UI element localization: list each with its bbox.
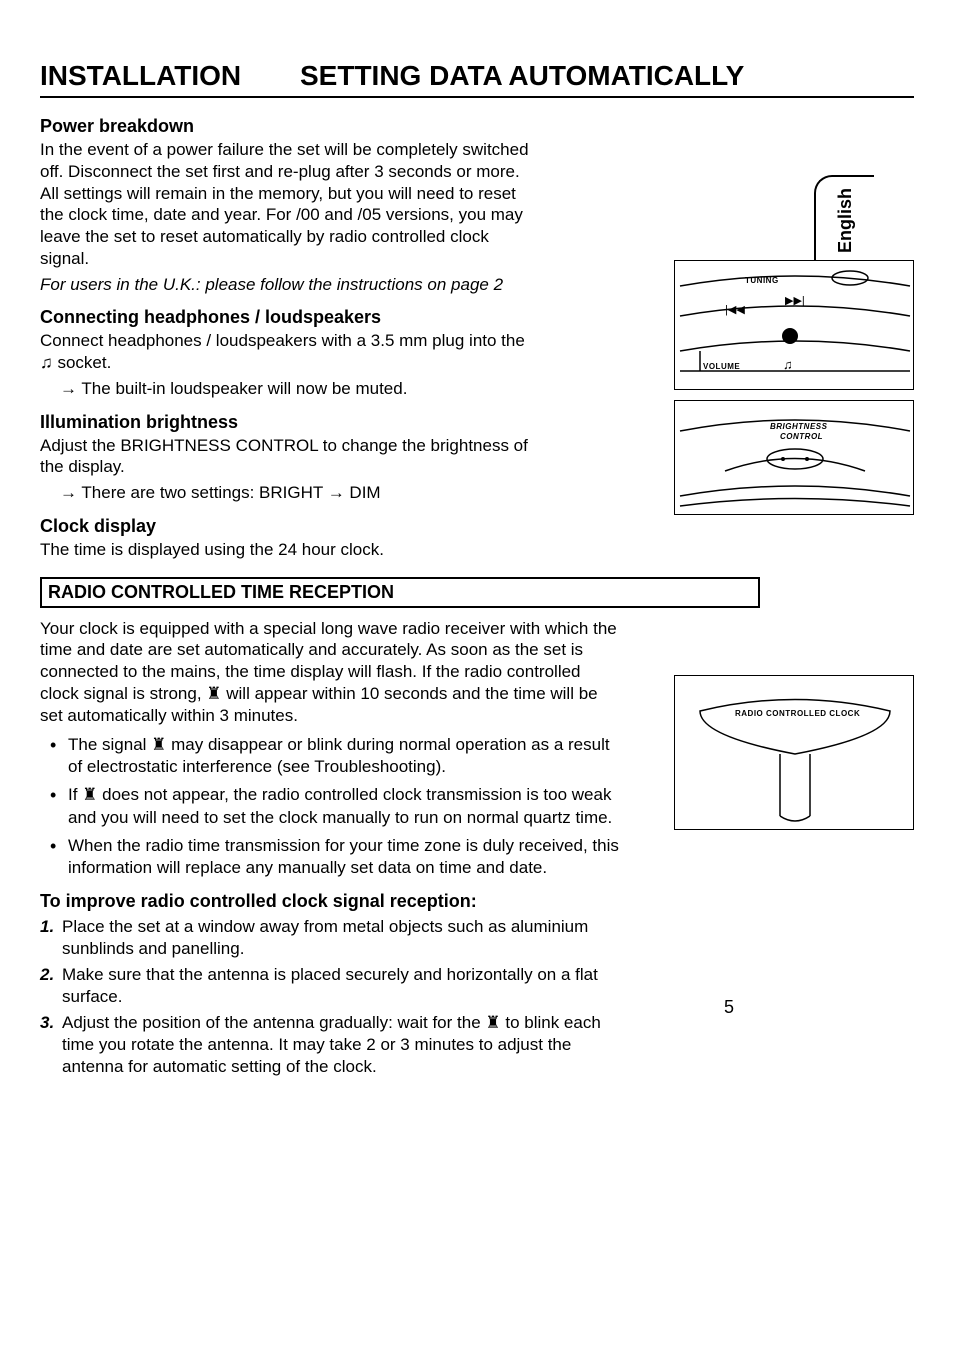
section-radio-reception: Your clock is equipped with a special lo…	[40, 618, 620, 879]
arrow-note: The built-in loudspeaker will now be mut…	[60, 378, 530, 400]
section-title: Illumination brightness	[40, 412, 530, 433]
language-tab: English	[814, 175, 874, 265]
section-title: Clock display	[40, 516, 530, 537]
section-clock-display: Clock display The time is displayed usin…	[40, 516, 530, 561]
svg-text:▶▶|: ▶▶|	[785, 295, 805, 307]
volume-label: VOLUME	[703, 362, 740, 371]
boxed-section-title: RADIO CONTROLLED TIME RECEPTION	[40, 577, 760, 608]
language-label: English	[835, 187, 856, 252]
svg-text:♫: ♫	[783, 357, 793, 372]
diagram-brightness: BRIGHTNESS CONTROL	[674, 400, 914, 515]
body-text: Connect headphones / loudspeakers with a…	[40, 330, 530, 374]
numbered-list: 1.Place the set at a window away from me…	[40, 916, 620, 1079]
body-text: The time is displayed using the 24 hour …	[40, 539, 530, 561]
bullet-list: The signal ♜ may disappear or blink duri…	[40, 734, 620, 879]
section-power-breakdown: Power breakdown In the event of a power …	[40, 116, 530, 295]
section-headphones: Connecting headphones / loudspeakers Con…	[40, 307, 530, 399]
page-number: 5	[724, 997, 734, 1018]
svg-text:|◀◀: |◀◀	[725, 304, 745, 316]
list-item: If ♜ does not appear, the radio controll…	[40, 784, 620, 828]
diagram-tuning-volume: TUNING ▶▶| |◀◀ VOLUME ♫	[674, 260, 914, 390]
section-title: Connecting headphones / loudspeakers	[40, 307, 530, 328]
brightness-label-1: BRIGHTNESS	[770, 422, 828, 431]
body-text: In the event of a power failure the set …	[40, 139, 530, 270]
section-title: To improve radio controlled clock signal…	[40, 891, 620, 912]
header-left: INSTALLATION	[40, 60, 300, 92]
list-item: 2.Make sure that the antenna is placed s…	[40, 964, 620, 1008]
header-right: SETTING DATA AUTOMATICALLY	[300, 60, 744, 92]
section-brightness: Illumination brightness Adjust the BRIGH…	[40, 412, 530, 504]
radio-clock-label: RADIO CONTROLLED CLOCK	[735, 709, 860, 718]
body-text: Adjust the BRIGHTNESS CONTROL to change …	[40, 435, 530, 479]
brightness-label-2: CONTROL	[780, 432, 823, 441]
italic-note: For users in the U.K.: please follow the…	[40, 274, 530, 296]
diagram-radio-clock: RADIO CONTROLLED CLOCK	[674, 675, 914, 830]
list-item: 3.Adjust the position of the antenna gra…	[40, 1012, 620, 1078]
section-title: Power breakdown	[40, 116, 530, 137]
list-item: When the radio time transmission for you…	[40, 835, 620, 879]
section-improve-reception: To improve radio controlled clock signal…	[40, 891, 620, 1079]
list-item: 1.Place the set at a window away from me…	[40, 916, 620, 960]
list-item: The signal ♜ may disappear or blink duri…	[40, 734, 620, 778]
body-text: Your clock is equipped with a special lo…	[40, 618, 620, 727]
page-header: INSTALLATION SETTING DATA AUTOMATICALLY	[40, 60, 914, 98]
arrow-note: There are two settings: BRIGHT → DIM	[60, 482, 530, 504]
tuning-label: TUNING	[745, 276, 779, 285]
